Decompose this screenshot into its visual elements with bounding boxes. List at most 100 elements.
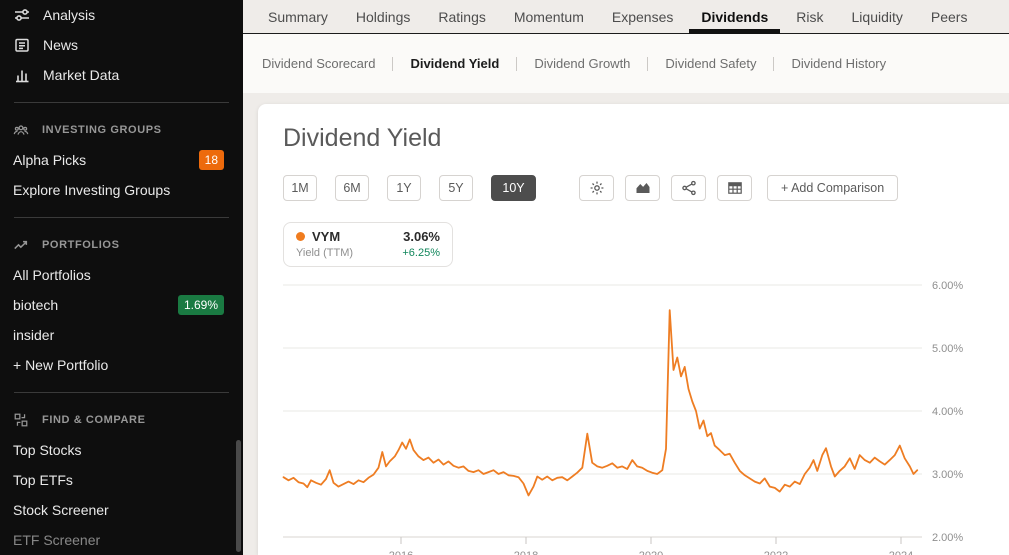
x-axis-label-2022: 2022 [764,550,788,555]
sidebar-section-header: INVESTING GROUPS [0,115,243,145]
area-chart-button[interactable] [625,175,660,201]
sidebar-section-label: INVESTING GROUPS [42,124,162,136]
yield-line-chart-svg[interactable]: 6.00% 5.00% 4.00% 3.00% 2.00% 2016 2018 2020 202… [258,254,1009,555]
range-button-10y[interactable]: 10Y [491,175,536,201]
subnav-item-dividend-safety[interactable]: Dividend Safety [665,56,757,71]
y-axis-label-4: 4.00% [932,406,963,418]
tab-risk[interactable]: Risk [796,8,824,25]
latest-yield-value: 3.06% [403,229,440,244]
sidebar-item-label: News [43,37,79,53]
tab-momentum[interactable]: Momentum [513,8,584,25]
x-axis-label-2018: 2018 [514,550,538,555]
sidebar-item-badge: 18 [198,150,224,170]
change-percent: +6.25% [402,247,440,259]
y-axis-label-3: 3.00% [932,469,963,481]
analysis-icon [13,6,31,24]
sidebar-item-analysis[interactable]: Analysis [0,0,243,30]
sidebar-nav: Analysis News Market Data INVESTING GROUPS A… [0,0,243,555]
subnav-item-dividend-history[interactable]: Dividend History [791,56,887,71]
section-tabs: Summary Holdings Ratings Momentum Expenses Di… [243,0,1009,34]
subnav-item-dividend-yield[interactable]: Dividend Yield [410,56,500,71]
add-comparison-button[interactable]: + Add Comparison [767,175,899,201]
area-chart-icon [635,180,651,196]
sidebar-item-label: biotech [13,297,59,313]
portfolios-icon [13,237,29,253]
x-axis-label-2016: 2016 [389,550,413,555]
sidebar-item-top-stocks[interactable]: Top Stocks [0,435,243,465]
sidebar-item-label: Analysis [43,7,96,23]
sidebar-item-label: Stock Screener [13,502,109,518]
sidebar-item-label: Top Stocks [13,442,82,458]
tab-expenses[interactable]: Expenses [611,8,674,25]
gear-button[interactable] [579,175,614,201]
sidebar-item-stock-screener[interactable]: Stock Screener [0,495,243,525]
sidebar: Analysis News Market Data INVESTING GROUPS A… [0,0,243,555]
market-data-icon [13,66,31,84]
series-legend-chip[interactable]: VYM 3.06% Yield (TTM) +6.25% [283,222,453,267]
sidebar-item-news[interactable]: News [0,30,243,60]
tab-peers[interactable]: Peers [930,8,968,25]
share-icon [681,180,697,196]
subnav-item-dividend-growth[interactable]: Dividend Growth [534,56,631,71]
dividend-yield-card: Dividend Yield 1M 6M 1Y 5Y 10Y + Add Comparis… [258,104,1009,555]
page-title: Dividend Yield [283,124,442,152]
sidebar-section-header: PORTFOLIOS [0,230,243,260]
sidebar-divider [14,102,229,103]
chart-controls: 1M 6M 1Y 5Y 10Y + Add Comparison [283,175,899,201]
sidebar-item-label: Alpha Picks [13,152,87,168]
sidebar-item-etf-screener[interactable]: ETF Screener [0,525,243,555]
metric-label: Yield (TTM) [296,247,354,259]
x-axis-label-2024: 2024 [889,550,913,555]
sidebar-item-label: Top ETFs [13,472,73,488]
sidebar-item-label: Market Data [43,67,120,83]
sidebar-section-label: PORTFOLIOS [42,239,120,251]
sidebar-section-label: FIND & COMPARE [42,414,146,426]
range-button-5y[interactable]: 5Y [439,175,473,201]
range-button-1y[interactable]: 1Y [387,175,421,201]
table-icon [727,180,743,196]
dividends-subnav: Dividend Scorecard Dividend Yield Dividend… [243,34,1009,93]
sidebar-item-label: Explore Investing Groups [13,182,171,198]
sidebar-item-label: ETF Screener [13,532,101,548]
subnav-separator [392,56,394,71]
investing-groups-icon [13,122,29,138]
tab-summary[interactable]: Summary [268,8,328,25]
sidebar-item-badge: 1.69% [177,295,224,315]
y-axis-label-2: 2.00% [932,532,963,544]
sidebar-divider [14,392,229,393]
ticker-symbol: VYM [312,229,341,244]
find-compare-icon [13,412,29,428]
range-button-6m[interactable]: 6M [335,175,369,201]
subnav-separator [773,56,775,71]
range-button-1m[interactable]: 1M [283,175,317,201]
sidebar-item-market-data[interactable]: Market Data [0,60,243,90]
series-color-dot [296,232,305,241]
share-button[interactable] [671,175,706,201]
sidebar-section-header: FIND & COMPARE [0,405,243,435]
y-axis-label-5: 5.00% [932,343,963,355]
yield-series-line[interactable] [282,309,919,497]
sidebar-item-label: All Portfolios [13,267,91,283]
main-area: Summary Holdings Ratings Momentum Expenses Di… [243,0,1009,555]
tab-ratings[interactable]: Ratings [438,8,486,25]
tab-holdings[interactable]: Holdings [355,8,411,25]
sidebar-item-explore-investing-groups[interactable]: Explore Investing Groups [0,175,243,205]
sidebar-item-alpha-picks[interactable]: Alpha Picks 18 [0,145,243,175]
sidebar-item-label: insider [13,327,55,343]
table-button[interactable] [717,175,752,201]
sidebar-item-top-etfs[interactable]: Top ETFs [0,465,243,495]
subnav-separator [647,56,649,71]
sidebar-item--new-portfolio[interactable]: + New Portfolio [0,350,243,380]
y-axis-label-6: 6.00% [932,280,963,292]
sidebar-item-biotech[interactable]: biotech 1.69% [0,290,243,320]
sidebar-divider [14,217,229,218]
subnav-item-dividend-scorecard[interactable]: Dividend Scorecard [262,56,376,71]
sidebar-item-insider[interactable]: insider [0,320,243,350]
yield-chart[interactable]: 6.00% 5.00% 4.00% 3.00% 2.00% 2016 2018 2020 202… [258,254,1009,555]
tab-dividends[interactable]: Dividends [689,0,781,34]
sidebar-scrollbar-thumb[interactable] [236,440,241,552]
x-axis-label-2020: 2020 [639,550,663,555]
sidebar-item-all-portfolios[interactable]: All Portfolios [0,260,243,290]
tab-liquidity[interactable]: Liquidity [851,8,903,25]
